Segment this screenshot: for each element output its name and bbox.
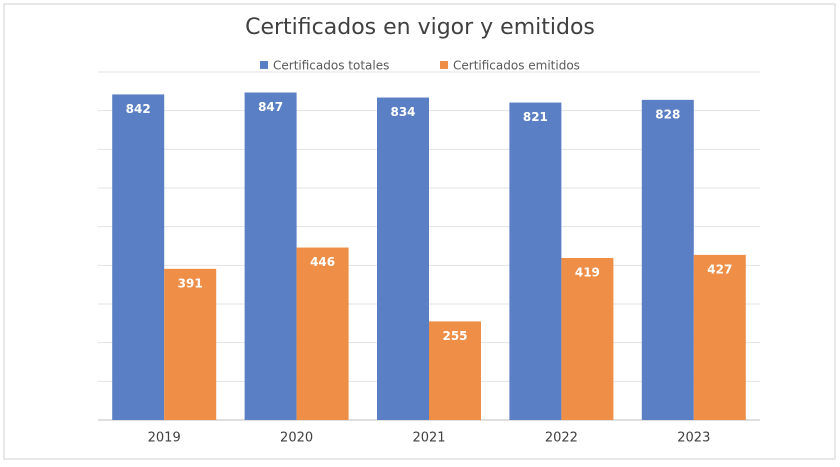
bar bbox=[164, 268, 217, 420]
bar bbox=[693, 254, 746, 420]
data-label: 842 bbox=[126, 102, 151, 116]
data-label: 828 bbox=[655, 107, 680, 121]
bar bbox=[377, 97, 429, 421]
legend-label: Certificados emitidos bbox=[453, 59, 580, 73]
bar bbox=[112, 94, 165, 420]
bar bbox=[561, 257, 614, 420]
data-label: 446 bbox=[310, 255, 335, 269]
bar bbox=[509, 102, 562, 421]
data-label: 419 bbox=[575, 265, 600, 279]
x-tick-label: 2022 bbox=[545, 431, 578, 446]
data-label: 821 bbox=[523, 110, 548, 124]
data-label: 834 bbox=[390, 105, 415, 119]
legend-swatch bbox=[260, 61, 268, 69]
bar bbox=[296, 247, 349, 420]
legend-label: Certificados totales bbox=[273, 59, 389, 73]
bar bbox=[244, 92, 297, 420]
x-tick-label: 2020 bbox=[280, 431, 313, 446]
legend-swatch bbox=[440, 61, 448, 69]
chart-title: Certificados en vigor y emitidos bbox=[245, 15, 595, 40]
data-label: 391 bbox=[178, 276, 203, 290]
bar bbox=[641, 99, 694, 420]
data-label: 255 bbox=[442, 329, 467, 343]
x-tick-label: 2019 bbox=[148, 431, 181, 446]
x-tick-label: 2021 bbox=[412, 431, 445, 446]
x-tick-label: 2023 bbox=[677, 431, 710, 446]
data-label: 427 bbox=[707, 262, 732, 276]
data-label: 847 bbox=[258, 100, 283, 114]
bar bbox=[429, 321, 481, 420]
